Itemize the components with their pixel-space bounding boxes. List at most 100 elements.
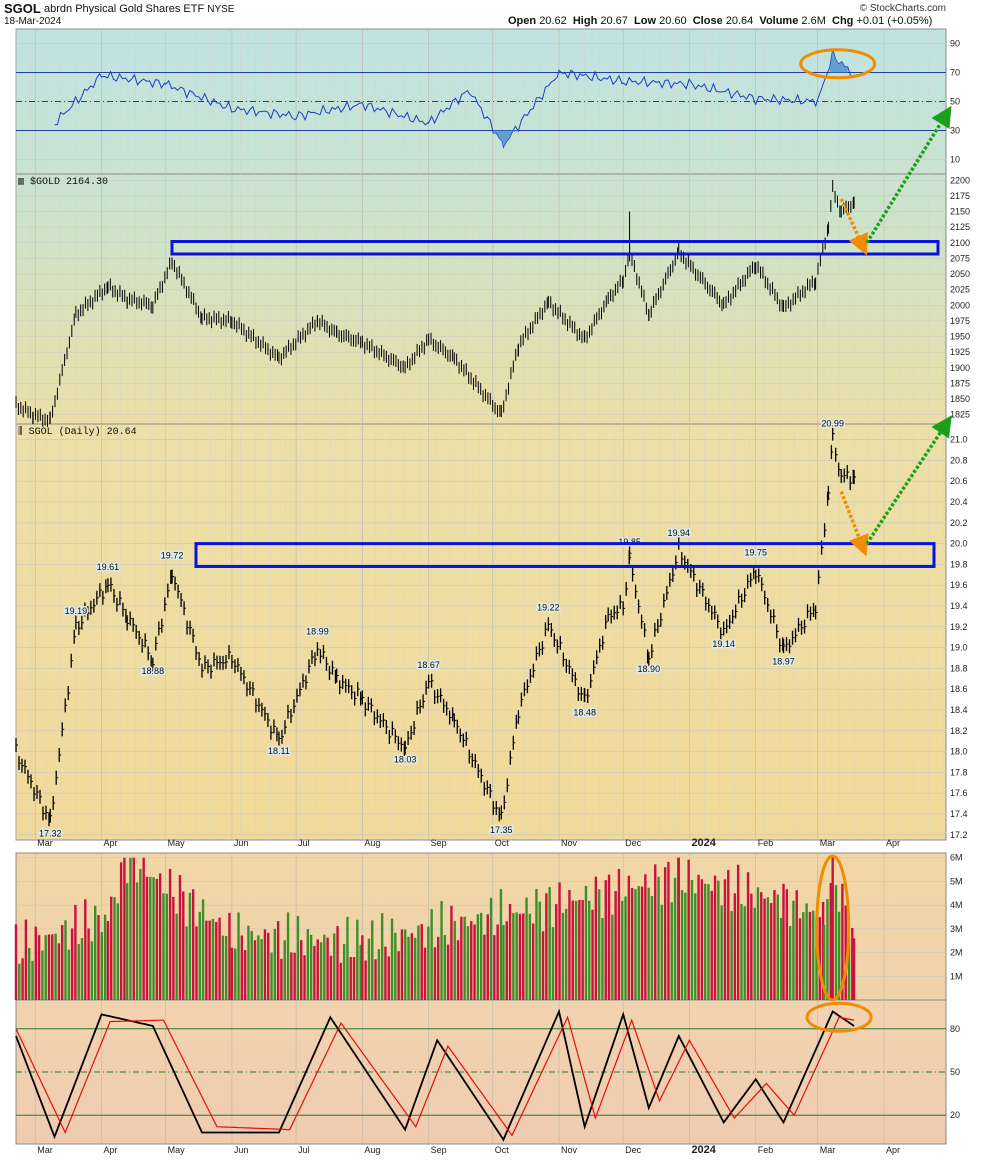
volume-bar	[44, 935, 47, 1000]
month-tick-label: Apr	[886, 1145, 900, 1155]
volume-bar	[37, 935, 41, 1000]
volume-bar	[253, 940, 257, 1000]
volume-bar	[267, 932, 270, 1000]
month-tick-label: Apr	[886, 838, 900, 848]
volume-bar	[456, 940, 460, 1000]
gold-panel-label: ▥ $GOLD 2164.30	[18, 176, 108, 188]
volume-bar	[346, 916, 349, 1000]
volume-bar	[306, 929, 310, 1000]
price-label: 17.35	[490, 825, 513, 835]
change-label: Chg	[832, 15, 854, 27]
volume-bar	[54, 933, 57, 1000]
volume-bar	[51, 934, 54, 1000]
volume-bar	[84, 899, 87, 1000]
month-tick-label: Jun	[234, 838, 249, 848]
y-tick-label: 2200	[950, 175, 970, 185]
volume-bar	[512, 913, 515, 1000]
volume-bar	[834, 885, 838, 1000]
month-tick-label: Dec	[625, 1145, 642, 1155]
volume-bar	[460, 916, 463, 1000]
volume-bar	[522, 913, 525, 1000]
volume-bar	[785, 889, 789, 1000]
y-tick-label: 18.4	[950, 705, 968, 715]
volume-bar	[67, 949, 70, 1000]
y-tick-label: 1875	[950, 378, 970, 388]
volume-bar	[106, 921, 110, 1000]
volume-bar	[87, 928, 90, 1000]
volume-bar	[847, 939, 851, 1000]
month-tick-label: Mar	[820, 1145, 836, 1155]
month-tick-label: Mar	[37, 838, 53, 848]
volume-bar	[829, 883, 832, 1000]
volume-bar	[763, 898, 766, 1000]
y-tick-label: 2100	[950, 238, 970, 248]
volume-bar	[574, 900, 578, 1000]
y-tick-label: 2175	[950, 191, 970, 201]
month-tick-label: Jul	[298, 838, 310, 848]
volume-bar	[286, 912, 290, 1000]
volume-bar	[476, 914, 480, 1000]
volume-bar	[175, 913, 178, 1000]
volume-bar	[443, 935, 447, 1000]
volume-bar	[551, 927, 555, 1000]
volume-bar	[407, 936, 410, 1000]
volume-bar	[100, 931, 103, 1000]
volume-bar	[323, 934, 326, 1000]
volume-bar	[723, 879, 727, 1000]
y-tick-label: 80	[950, 1024, 960, 1034]
volume-bar	[430, 909, 433, 1000]
volume-bar	[123, 857, 126, 1000]
volume-bar	[736, 864, 740, 1000]
y-tick-label: 30	[950, 126, 960, 136]
volume-bar	[417, 925, 420, 1000]
y-tick-label: 3M	[950, 924, 963, 934]
volume-bar	[172, 896, 175, 1000]
y-tick-label: 4M	[950, 900, 963, 910]
volume-bar	[617, 868, 621, 1000]
volume-bar	[493, 935, 496, 1000]
volume-bar	[404, 929, 407, 1000]
price-label: 19.72	[161, 551, 184, 561]
volume-bar	[230, 947, 234, 1000]
y-tick-label: 18.2	[950, 726, 968, 736]
volume-bar	[129, 857, 132, 1000]
volume-bar	[440, 901, 443, 1000]
volume-bar	[483, 934, 486, 1000]
volume-bar	[831, 857, 834, 1000]
upper-panel-background	[16, 29, 946, 424]
stochastic-k-line	[15, 1008, 855, 1142]
volume-bar	[740, 904, 743, 1000]
volume-bar	[191, 889, 195, 1000]
volume-bar	[710, 890, 713, 1000]
volume-bar	[103, 914, 107, 1000]
volume-bar	[756, 887, 760, 1000]
volume-bar	[185, 926, 188, 1000]
volume-bar	[283, 940, 286, 1000]
price-resistance-box	[194, 542, 936, 568]
volume-bar	[502, 924, 505, 1000]
stochastic-d-line	[15, 1015, 855, 1137]
volume-bar	[727, 869, 730, 1000]
volume-bar	[224, 936, 228, 1000]
rsi-line	[54, 49, 855, 149]
volume-label: Volume	[759, 15, 799, 27]
volume-bar	[808, 911, 812, 1000]
y-tick-label: 19.0	[950, 643, 968, 653]
month-tick-label: Apr	[104, 1145, 118, 1155]
volume-bar	[496, 924, 499, 1000]
volume-bar	[234, 948, 237, 1000]
y-tick-label: 2025	[950, 285, 970, 295]
volume-bar	[303, 955, 306, 1000]
volume-bar	[473, 924, 476, 1000]
rsi-overbought-fill	[829, 49, 848, 73]
volume-bar	[788, 926, 792, 1000]
ticker-symbol: SGOL	[4, 1, 41, 16]
close-label: Close	[692, 15, 723, 27]
volume-bar	[178, 875, 182, 1000]
volume-bar	[28, 947, 31, 1000]
chart-date: 18-Mar-2024	[4, 16, 62, 27]
volume-bar	[34, 926, 37, 1000]
volume-bar	[162, 893, 165, 1000]
volume-bar	[538, 901, 541, 1000]
volume-bar	[410, 933, 414, 1000]
